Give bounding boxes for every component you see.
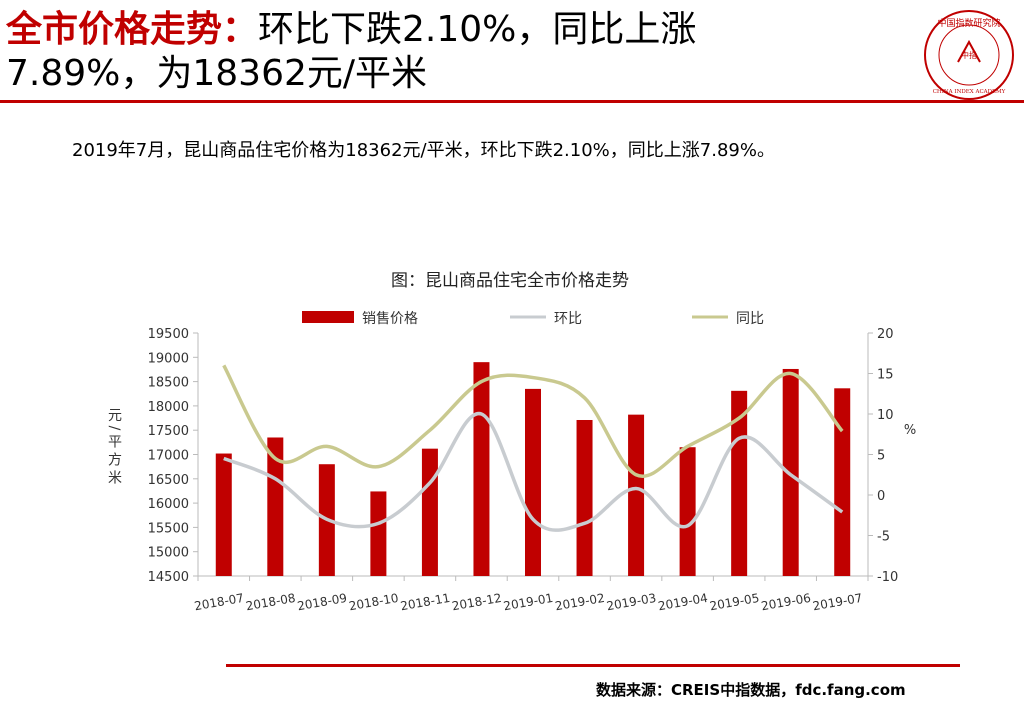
left-tick-label: 16000 (148, 497, 189, 512)
data-source: 数据来源：CREIS中指数据，fdc.fang.com (596, 681, 906, 699)
left-tick-label: 17000 (148, 449, 189, 464)
title-divider (0, 100, 1024, 103)
x-tick-label: 2019-04 (657, 591, 709, 613)
y-axis-label-left: 元/平方米 (106, 408, 122, 489)
legend-swatch-0 (302, 311, 354, 323)
right-tick-label: 15 (877, 368, 894, 383)
price-bar (834, 388, 851, 576)
x-tick-label: 2018-12 (451, 591, 503, 613)
right-tick-label: 5 (877, 449, 885, 464)
chart-title: 图：昆山商品住宅全市价格走势 (391, 271, 629, 291)
x-tick-label: 2018-07 (193, 591, 245, 613)
price-bar (525, 388, 541, 576)
left-tick-label: 19500 (148, 327, 189, 342)
price-bar (628, 414, 645, 576)
price-bar (679, 447, 696, 576)
x-tick-label: 2018-11 (399, 591, 451, 613)
price-bar (370, 491, 387, 576)
left-tick-label: 14500 (148, 570, 189, 585)
legend-label-2: 同比 (736, 311, 764, 327)
footer-divider (226, 664, 960, 667)
price-bar (215, 453, 232, 576)
right-tick-label: -10 (877, 570, 898, 585)
x-tick-label: 2018-08 (245, 591, 297, 613)
page-title: 全市价格走势：环比下跌2.10%，同比上涨 7.89%，为18362元/平米 (6, 8, 906, 96)
x-tick-label: 2018-10 (348, 591, 400, 613)
left-tick-label: 17500 (148, 424, 189, 439)
left-tick-label: 19000 (148, 351, 189, 366)
y-axis-label-right: % (904, 423, 916, 438)
china-index-academy-logo: 中国指数研究院 中指 CHINA INDEX ACADEMY (924, 10, 1014, 100)
x-tick-label: 2018-09 (296, 591, 348, 613)
price-bar (421, 448, 438, 576)
left-tick-label: 15500 (148, 521, 189, 536)
legend-label-0: 销售价格 (362, 311, 418, 327)
price-bar (473, 362, 490, 576)
logo-text-center: 中指 (961, 50, 977, 60)
price-bar (782, 368, 799, 576)
logo-text-top: 中国指数研究院 (937, 17, 1000, 29)
mom-line (223, 412, 844, 532)
left-tick-label: 18500 (148, 376, 189, 391)
legend-label-1: 环比 (554, 311, 582, 327)
x-tick-label: 2019-01 (502, 591, 554, 613)
summary-text: 2019年7月，昆山商品住宅价格为18362元/平米，环比下跌2.10%，同比上… (72, 140, 775, 161)
right-tick-label: -5 (877, 530, 890, 545)
x-tick-label: 2019-03 (605, 591, 657, 613)
left-tick-label: 15000 (148, 546, 189, 561)
title-line1-rest: 环比下跌2.10%，同比上涨 (258, 9, 697, 50)
yoy-line (222, 364, 844, 478)
price-bar (576, 419, 593, 576)
title-highlight: 全市价格走势： (6, 9, 259, 50)
price-bar (267, 437, 284, 576)
title-line2: 7.89%，为18362元/平米 (6, 53, 428, 94)
logo-text-bottom: CHINA INDEX ACADEMY (933, 89, 1006, 95)
left-tick-label: 16500 (148, 473, 189, 488)
x-tick-label: 2019-05 (709, 591, 761, 613)
x-tick-label: 2019-06 (760, 591, 812, 613)
right-tick-label: 20 (877, 327, 894, 342)
left-tick-label: 18000 (148, 400, 189, 415)
right-tick-label: 10 (877, 408, 894, 423)
x-tick-label: 2019-07 (812, 591, 864, 613)
x-tick-label: 2019-02 (554, 591, 606, 613)
right-tick-label: 0 (877, 489, 885, 504)
